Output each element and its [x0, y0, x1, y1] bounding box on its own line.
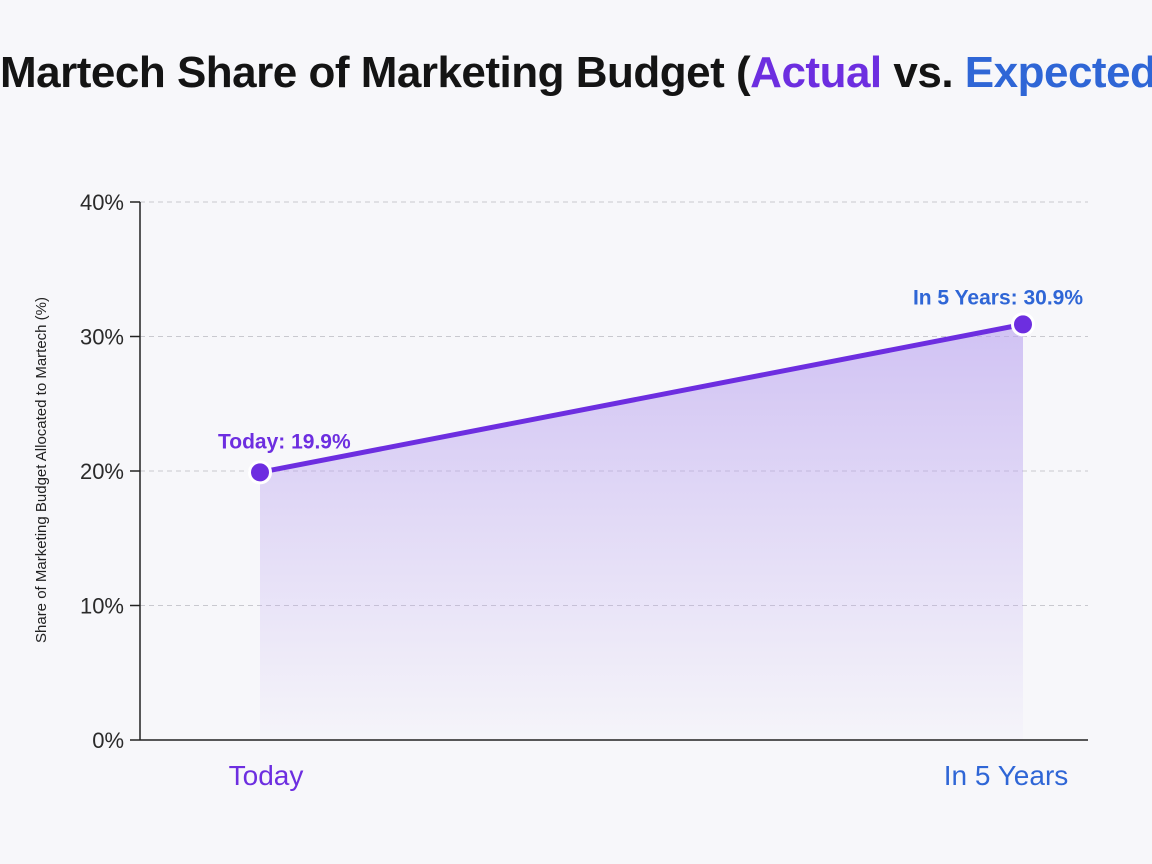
- y-tick-label: 30%: [80, 325, 124, 350]
- y-axis-title: Share of Marketing Budget Allocated to M…: [33, 297, 50, 643]
- y-tick-label: 20%: [80, 459, 124, 484]
- data-label: In 5 Years: 30.9%: [913, 286, 1083, 309]
- chart-title: Martech Share of Marketing Budget (Actua…: [0, 48, 1152, 98]
- data-label: Today: 19.9%: [218, 430, 351, 453]
- title-expected-word: Expected: [964, 48, 1152, 97]
- title-prefix: Martech Share of Marketing Budget (: [0, 48, 751, 97]
- area-fill: [260, 324, 1023, 740]
- data-point: [1011, 312, 1035, 337]
- y-tick-label: 0%: [92, 728, 124, 753]
- y-tick-label: 10%: [80, 594, 124, 619]
- series-line: [257, 321, 1026, 475]
- title-actual-word: Actual: [750, 48, 882, 97]
- title-middle: vs.: [881, 48, 965, 97]
- x-tick-label: Today: [229, 760, 304, 791]
- x-tick-label: In 5 Years: [944, 760, 1069, 791]
- y-tick-label: 40%: [80, 190, 124, 215]
- data-point: [248, 460, 272, 485]
